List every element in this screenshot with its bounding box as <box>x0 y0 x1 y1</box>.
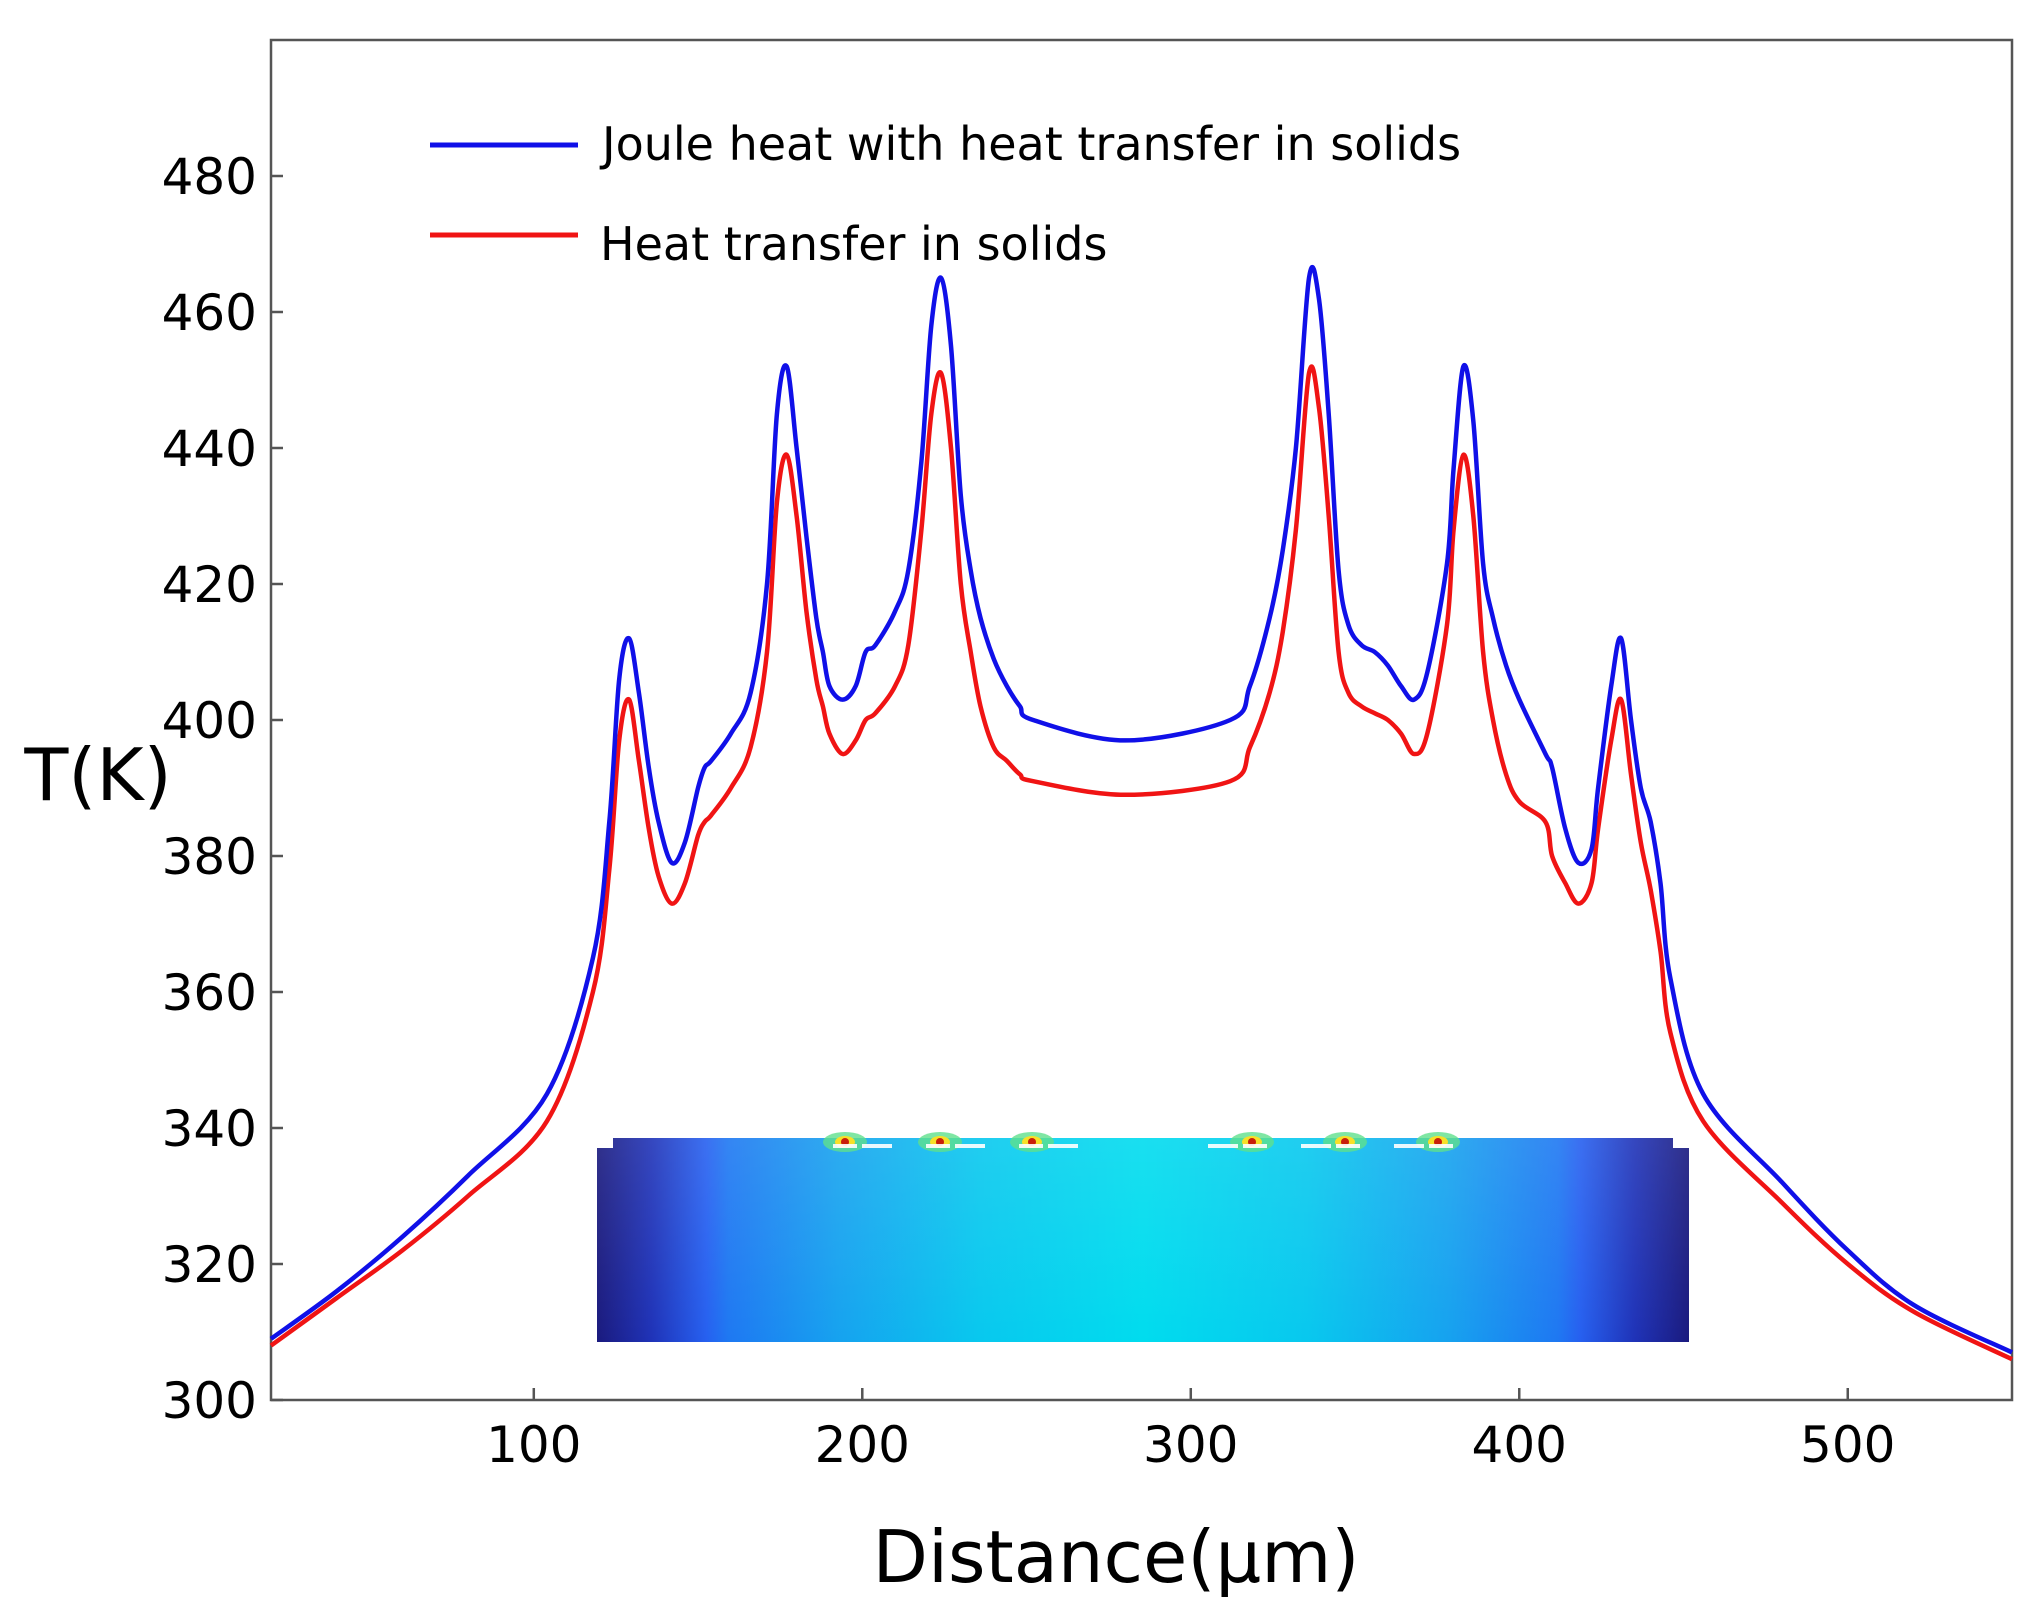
y-tick-label: 360 <box>162 964 257 1022</box>
x-tick-label: 300 <box>1143 1416 1238 1474</box>
y-tick-label: 480 <box>162 148 257 206</box>
y-tick-label: 420 <box>162 556 257 614</box>
inset-electrodes <box>833 1144 1453 1148</box>
y-tick-label: 460 <box>162 284 257 342</box>
x-axis-title: Distance(μm) <box>873 1515 1360 1599</box>
y-tick-label: 400 <box>162 692 257 750</box>
y-tick-label: 300 <box>162 1372 257 1430</box>
y-tick-label: 380 <box>162 828 257 886</box>
x-tick-label: 500 <box>1800 1416 1895 1474</box>
y-axis-ticks: 300 320 340 360 380 400 420 440 460 480 <box>162 148 283 1430</box>
y-axis-title: T(K) <box>23 733 171 817</box>
inset-thermal-map <box>597 1132 1689 1342</box>
y-tick-label: 320 <box>162 1236 257 1294</box>
x-axis-ticks: 100 200 300 400 500 <box>486 1388 1895 1474</box>
legend-label-joule: Joule heat with heat transfer in solids <box>599 117 1461 171</box>
x-tick-label: 400 <box>1472 1416 1567 1474</box>
series-line-joule-heat <box>269 264 2013 1355</box>
x-tick-label: 100 <box>486 1416 581 1474</box>
legend: Joule heat with heat transfer in solids … <box>430 117 1461 271</box>
legend-label-solids: Heat transfer in solids <box>600 217 1107 271</box>
series-layer <box>269 264 2013 1362</box>
series-line-heat-transfer <box>269 364 2013 1362</box>
x-tick-label: 200 <box>815 1416 910 1474</box>
y-tick-label: 440 <box>162 420 257 478</box>
y-tick-label: 340 <box>162 1100 257 1158</box>
